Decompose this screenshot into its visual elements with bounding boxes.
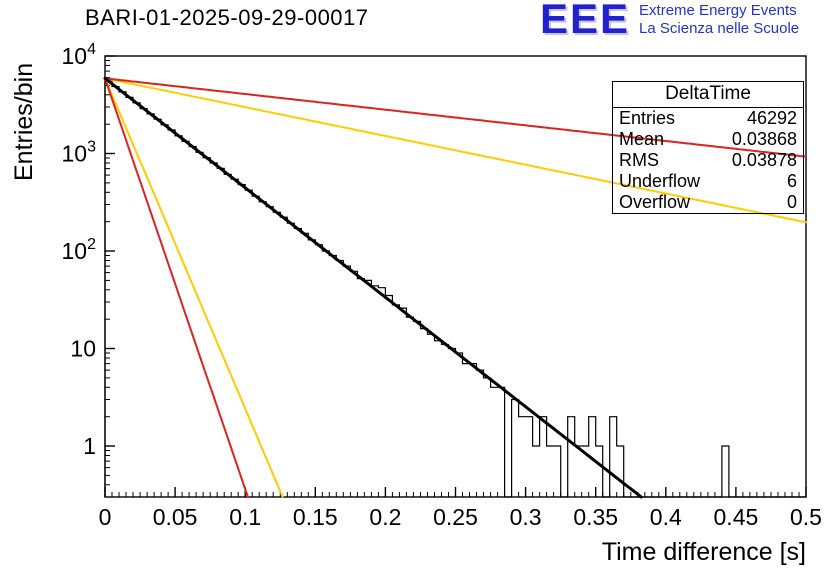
stats-value: 6: [786, 171, 797, 191]
svg-text:0.5: 0.5: [790, 504, 822, 530]
stats-value: 0: [786, 192, 797, 212]
stats-row-overflow: Overflow 0: [613, 192, 803, 213]
svg-text:0.35: 0.35: [573, 504, 618, 530]
svg-text:1: 1: [83, 433, 96, 459]
stats-row-mean: Mean 0.03868: [613, 129, 803, 150]
eee-logo-line2: La Scienza nelle Scuole: [639, 20, 800, 37]
stats-row-underflow: Underflow 6: [613, 171, 803, 192]
stats-label: Underflow: [619, 171, 701, 191]
svg-text:103: 103: [62, 139, 97, 167]
svg-text:0.15: 0.15: [293, 504, 338, 530]
x-axis-title: Time difference [s]: [601, 538, 806, 566]
eee-logo-text: Extreme Energy Events La Scienza nelle S…: [639, 0, 799, 38]
stats-value: 0.03878: [731, 150, 797, 170]
stats-row-entries: Entries 46292: [613, 108, 803, 129]
stats-value: 0.03868: [731, 129, 797, 149]
stats-label: Overflow: [619, 192, 691, 212]
eee-logo: EEE Extreme Energy Events La Scienza nel…: [540, 0, 799, 42]
stats-box: DeltaTime Entries 46292 Mean 0.03868 RMS…: [612, 81, 804, 214]
stats-label: RMS: [619, 150, 659, 170]
svg-text:102: 102: [62, 236, 97, 264]
svg-text:104: 104: [62, 41, 97, 69]
stats-row-rms: RMS 0.03878: [613, 150, 803, 171]
stats-label: Entries: [619, 108, 676, 128]
svg-text:0.2: 0.2: [369, 504, 401, 530]
svg-text:0.1: 0.1: [229, 504, 261, 530]
svg-text:0.3: 0.3: [510, 504, 542, 530]
plot-title: BARI-01-2025-09-29-00017: [85, 5, 369, 30]
stats-title: DeltaTime: [613, 82, 803, 108]
svg-text:10: 10: [70, 336, 96, 362]
y-axis-title: Entries/bin: [10, 62, 38, 181]
stats-value: 46292: [746, 108, 797, 128]
svg-text:0.05: 0.05: [153, 504, 198, 530]
eee-logo-acronym: EEE: [540, 0, 631, 42]
svg-text:0.25: 0.25: [433, 504, 478, 530]
eee-logo-line1: Extreme Energy Events: [639, 2, 797, 19]
svg-text:0.4: 0.4: [650, 504, 682, 530]
stats-label: Mean: [619, 129, 665, 149]
svg-text:0: 0: [99, 504, 112, 530]
svg-text:0.45: 0.45: [714, 504, 759, 530]
